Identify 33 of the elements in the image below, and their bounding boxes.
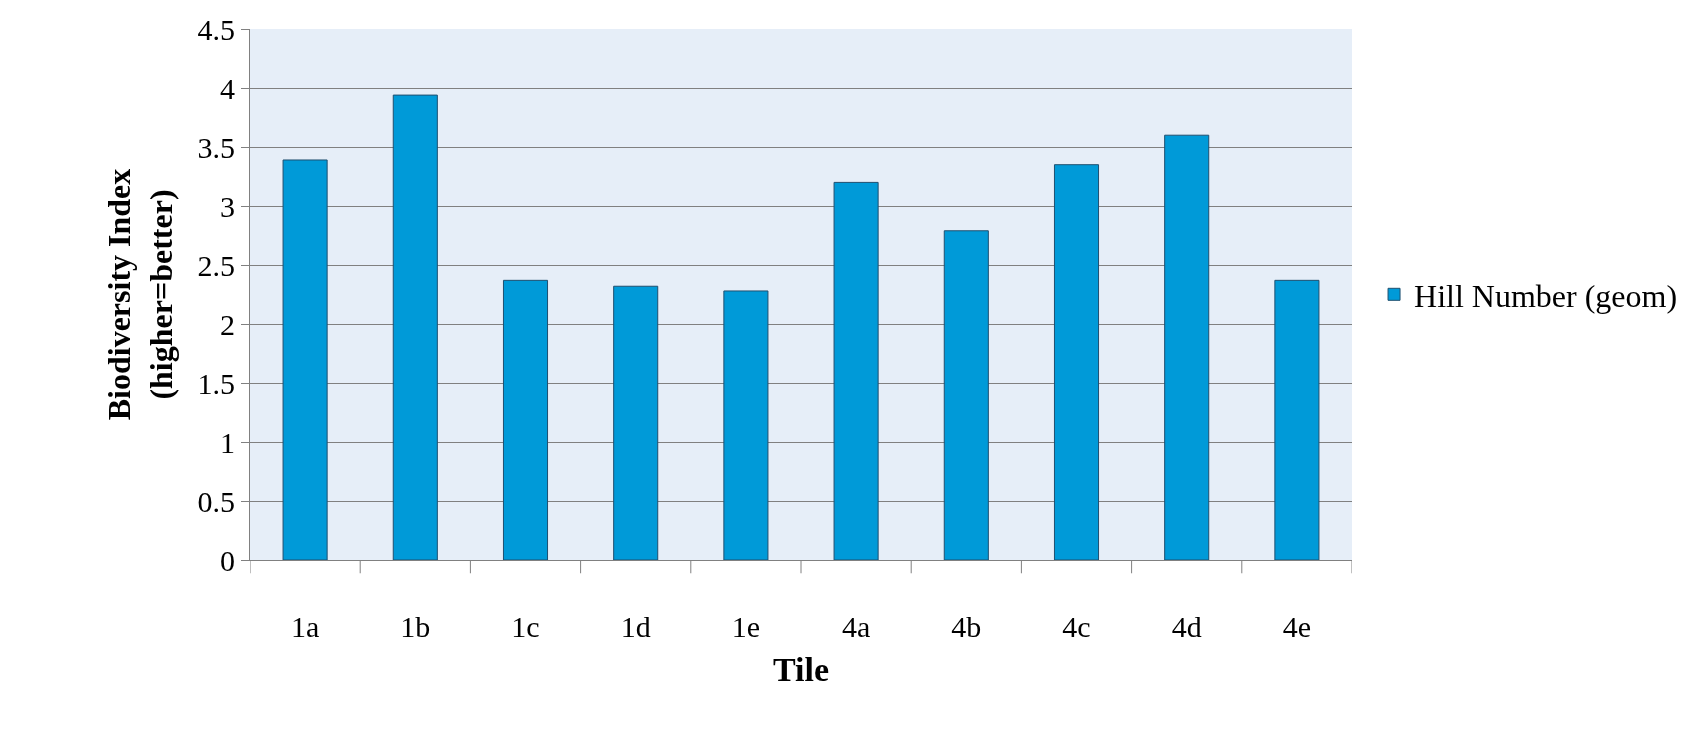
x-axis-title: Tile bbox=[772, 651, 830, 689]
x-tick-label: 4c bbox=[1062, 610, 1091, 643]
y-axis-title: Biodiversity Index (higher=better) bbox=[101, 168, 179, 421]
y-tick-label: 1 bbox=[220, 425, 235, 459]
y-tick-label: 2 bbox=[220, 307, 235, 341]
x-tick-label: 4b bbox=[951, 610, 982, 643]
x-tick-label: 1c bbox=[511, 610, 540, 643]
bar bbox=[613, 285, 659, 560]
bar bbox=[1274, 279, 1320, 560]
y-tick-label: 4.5 bbox=[197, 12, 235, 46]
x-tick-label: 1d bbox=[620, 610, 651, 643]
y-tick-label: 3.5 bbox=[197, 130, 235, 164]
y-tick-label: 2.5 bbox=[197, 248, 235, 282]
x-tick-label: 1e bbox=[731, 610, 761, 643]
bar bbox=[502, 279, 549, 560]
bar bbox=[723, 290, 769, 560]
y-tick-label: 4 bbox=[220, 71, 235, 105]
bar bbox=[282, 159, 328, 560]
bar bbox=[833, 181, 879, 560]
y-tick-label: 0 bbox=[220, 543, 235, 577]
y-tick-label: 0.5 bbox=[197, 484, 235, 518]
x-tick-label: 4e bbox=[1282, 610, 1312, 643]
x-tick-label: 4a bbox=[841, 610, 871, 643]
bar bbox=[943, 230, 989, 560]
legend-label: Hill Number (geom) bbox=[1414, 277, 1678, 314]
bar bbox=[1164, 134, 1210, 560]
x-tick-label: 1a bbox=[290, 610, 320, 643]
y-tick-label: 3 bbox=[220, 189, 235, 223]
x-tick-label: 4d bbox=[1171, 610, 1202, 643]
bar bbox=[392, 94, 438, 560]
bar bbox=[1053, 164, 1100, 560]
x-tick-label: 1b bbox=[400, 610, 431, 643]
y-tick-label: 1.5 bbox=[197, 366, 235, 400]
